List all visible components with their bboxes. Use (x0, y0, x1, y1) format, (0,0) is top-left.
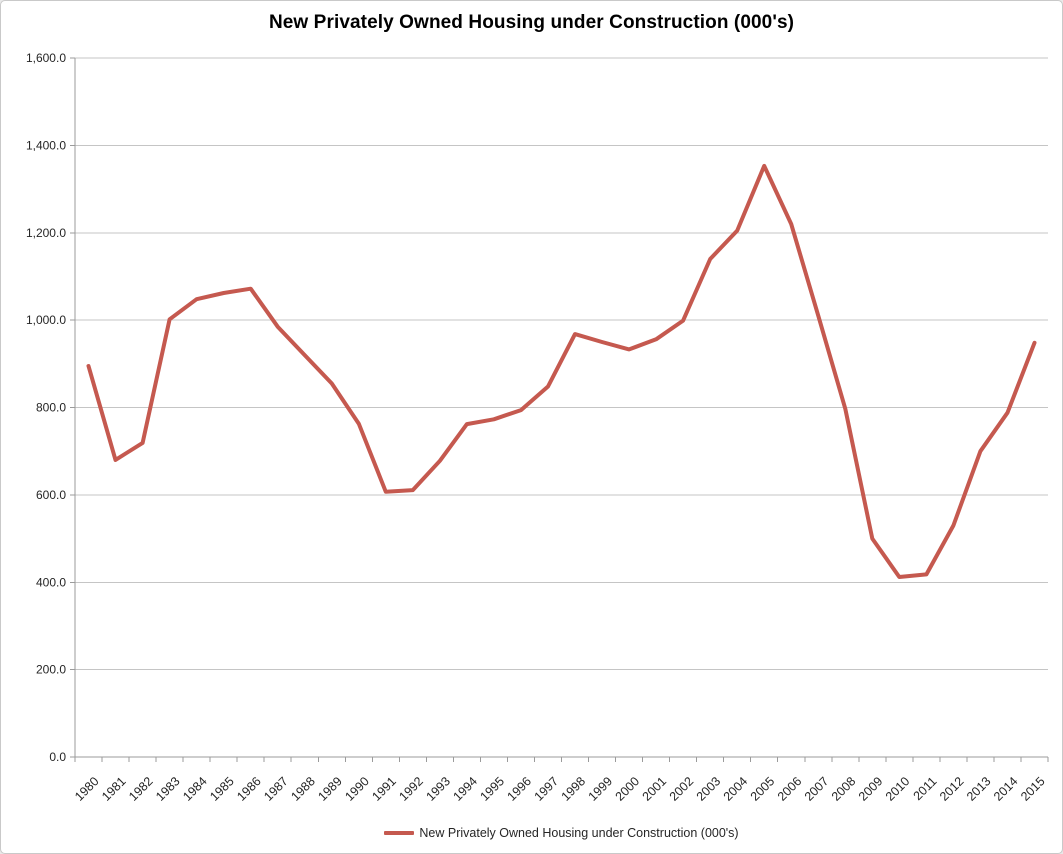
y-axis-tick-label: 600.0 (36, 488, 66, 502)
x-axis-tick-label: 2012 (937, 774, 967, 804)
series-line (86, 163, 1037, 579)
y-axis-tick-label: 1,600.0 (26, 51, 66, 65)
y-axis-tick-label: 1,400.0 (26, 138, 66, 152)
x-axis-tick-label: 2007 (802, 774, 832, 804)
x-axis-tick-label: 1993 (423, 774, 453, 804)
x-axis-tick-label: 1994 (450, 774, 480, 804)
y-axis-tick-label: 1,200.0 (26, 226, 66, 240)
x-axis-tick-label: 1992 (396, 774, 426, 804)
x-axis-tick-label: 2001 (640, 774, 670, 804)
legend-series-label: New Privately Owned Housing under Constr… (419, 826, 739, 840)
x-axis-tick-label: 1990 (342, 774, 372, 804)
x-axis-tick-label: 1995 (477, 774, 507, 804)
y-axis-tick-label: 1,000.0 (26, 313, 66, 327)
x-axis-tick-label: 1999 (586, 774, 616, 804)
x-axis-tick-label: 2000 (613, 774, 643, 804)
x-axis-tick-label: 2003 (694, 774, 724, 804)
x-axis-tick-label: 1997 (532, 774, 562, 804)
x-axis-tick-label: 2002 (667, 774, 697, 804)
x-axis-tick-label: 1984 (180, 774, 210, 804)
x-axis-tick-label: 2009 (856, 774, 886, 804)
x-axis-tick-label: 1983 (153, 774, 183, 804)
x-axis-tick-label: 1989 (315, 774, 345, 804)
x-axis-tick-label: 2004 (721, 774, 751, 804)
chart-title: New Privately Owned Housing under Constr… (268, 12, 795, 33)
x-axis-tick-label: 1988 (288, 774, 318, 804)
x-axis-tick-label: 1996 (505, 774, 535, 804)
x-axis-tick-label: 2013 (964, 774, 994, 804)
legend: New Privately Owned Housing under Constr… (75, 826, 1048, 840)
x-axis-tick-label: 2005 (748, 774, 778, 804)
y-axis-tick-label: 800.0 (36, 401, 66, 415)
legend-line-swatch (384, 831, 415, 835)
x-axis-tick-label: 2008 (829, 774, 859, 804)
x-axis-tick-label: 2010 (883, 774, 913, 804)
x-axis-tick-label: 2011 (911, 774, 940, 803)
y-axis-tick-label: 400.0 (36, 575, 66, 589)
x-axis-tick-label: 1981 (99, 774, 129, 804)
y-axis-tick-label: 0.0 (49, 750, 66, 764)
x-axis-tick-label: 1987 (261, 774, 291, 804)
x-axis-tick-label: 1980 (72, 774, 102, 804)
x-axis-tick-label: 1986 (234, 774, 264, 804)
x-axis-tick-label: 2015 (1018, 774, 1048, 804)
x-axis-tick-label: 2014 (991, 774, 1021, 804)
x-axis-tick-label: 1982 (126, 774, 156, 804)
x-axis-tick-label: 2006 (775, 774, 805, 804)
x-axis-tick-label: 1991 (369, 774, 399, 804)
x-axis-tick-label: 1985 (207, 774, 237, 804)
x-axis-tick-label: 1998 (559, 774, 589, 804)
y-axis-tick-label: 200.0 (36, 663, 66, 677)
